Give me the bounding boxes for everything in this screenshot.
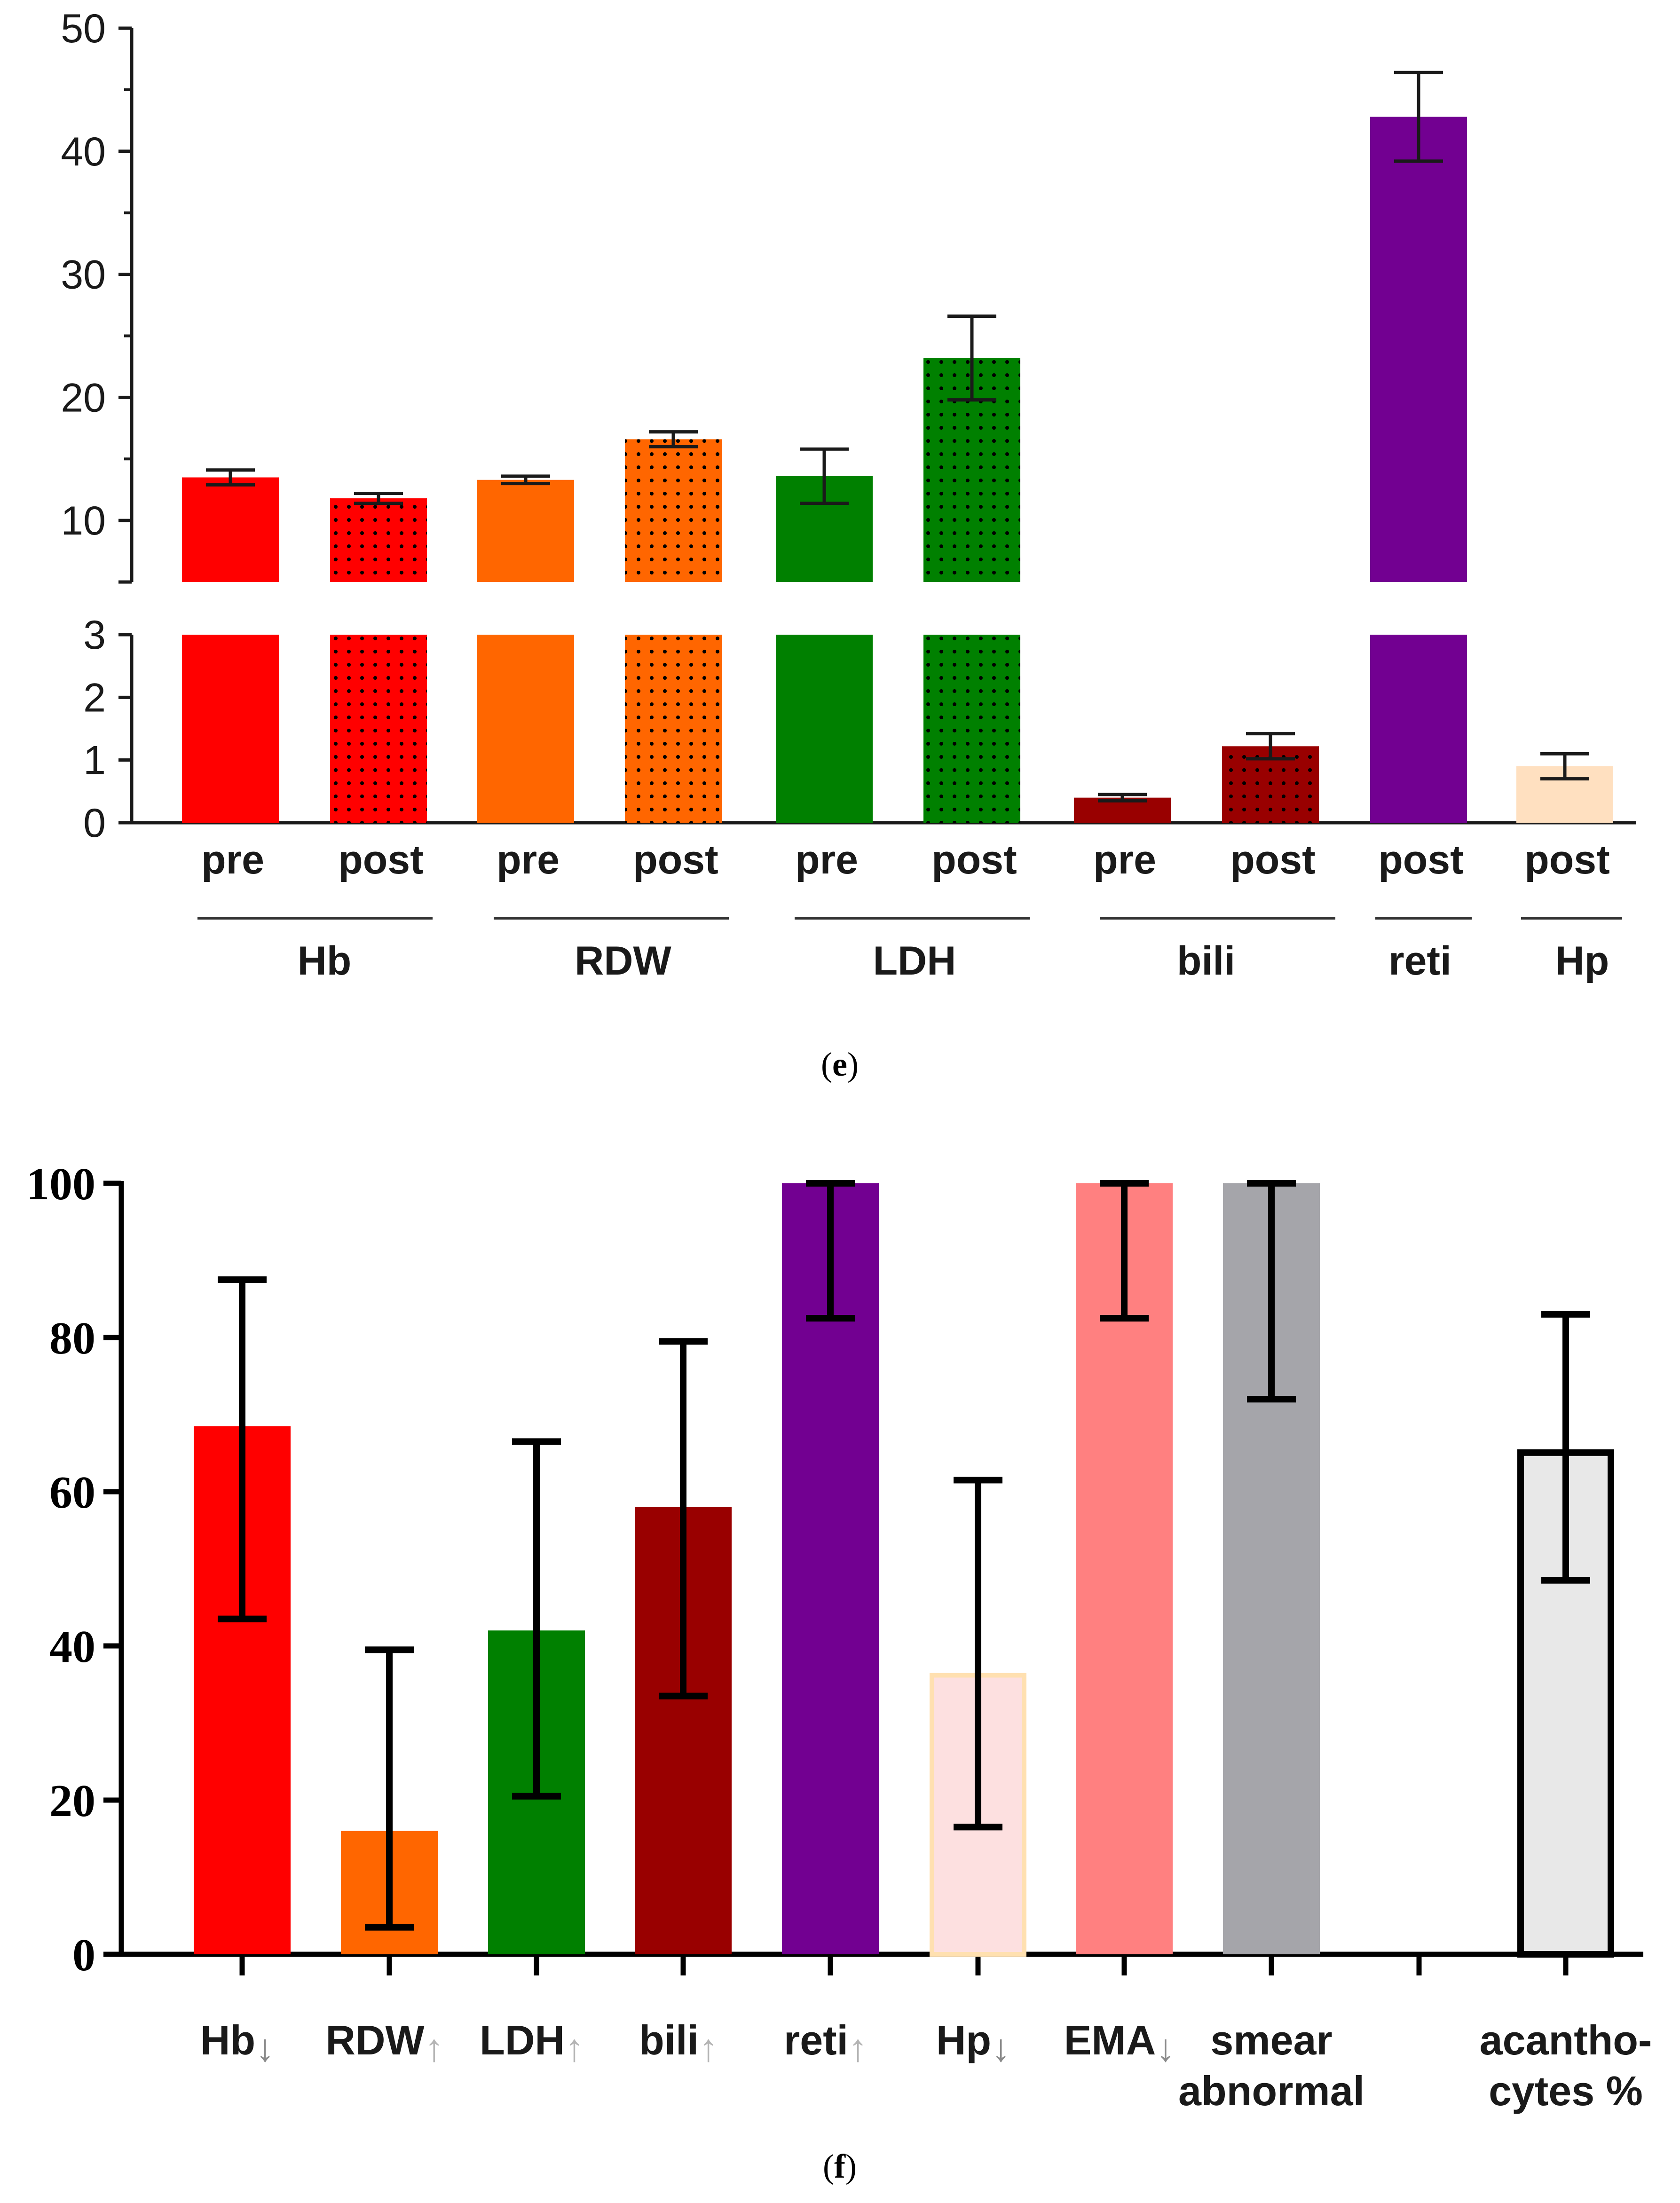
f-bar-ldh: LDH↑ xyxy=(480,1438,585,2069)
f-bar-label-text: Hp xyxy=(936,2017,991,2063)
f-bar-label: Hb↓ xyxy=(200,2017,275,2069)
f-bar-hb: Hb↓ xyxy=(194,1276,291,2069)
f-y-tick-label: 60 xyxy=(49,1467,95,1518)
f-y-tick-label: 80 xyxy=(49,1313,95,1364)
e-bar-label: pre xyxy=(201,837,264,882)
e-bar-rdw-post: post xyxy=(625,430,722,882)
e-group-label: RDW xyxy=(575,938,671,983)
e-group-label: LDH xyxy=(873,938,956,983)
arrow-up-icon: ↑ xyxy=(425,2027,444,2069)
f-bar-ema: EMA↓ xyxy=(1064,1180,1175,2069)
arrow-down-icon: ↓ xyxy=(1156,2027,1175,2069)
panel-label-letter: f xyxy=(834,2148,846,2185)
f-y-tick-label: 20 xyxy=(49,1776,95,1826)
e-bar-dots xyxy=(625,635,722,823)
e-bar-ldh-post: post xyxy=(923,315,1020,882)
f-bar-label: reti↑ xyxy=(784,2017,868,2069)
e-y-tick-label: 30 xyxy=(61,252,106,298)
e-bar-dots xyxy=(330,635,427,823)
f-bar-bili: bili↑ xyxy=(635,1338,732,2069)
f-bar-label: acantho- xyxy=(1480,2017,1652,2063)
e-group-label: Hp xyxy=(1555,938,1609,983)
f-bar-label-text: bili xyxy=(639,2017,699,2063)
panel-label-f: (f) xyxy=(823,2148,857,2185)
panel-label-letter: e xyxy=(832,1046,847,1083)
e-group-label: Hb xyxy=(298,938,352,983)
e-y-tick-label: 40 xyxy=(61,129,106,174)
f-bar-label-text: reti xyxy=(784,2017,848,2063)
e-bar-label: post xyxy=(338,837,424,882)
e-bar-segment xyxy=(1370,635,1467,823)
e-bar-rdw-pre: pre xyxy=(477,474,574,882)
e-y-tick-label: 0 xyxy=(83,801,106,846)
f-bar-reti: reti↑ xyxy=(782,1180,879,2069)
e-bar-label: pre xyxy=(1093,837,1156,882)
e-bar-label: post xyxy=(633,837,718,882)
e-group-label: bili xyxy=(1177,938,1235,983)
f-bar-hp: Hp↓ xyxy=(930,1477,1026,2069)
e-bar-dots xyxy=(625,439,722,582)
f-bar-label: LDH↑ xyxy=(480,2017,584,2069)
e-bar-bili-pre: pre xyxy=(1074,793,1171,882)
e-y-tick-label: 3 xyxy=(83,613,106,658)
e-bar-hp-post: post xyxy=(1516,752,1613,882)
e-y-tick-label: 1 xyxy=(83,738,106,783)
f-bar-label-text: RDW xyxy=(325,2017,424,2063)
e-y-tick-label: 2 xyxy=(83,675,106,720)
e-y-tick-label: 50 xyxy=(61,6,106,51)
panel-label-paren: ) xyxy=(845,2148,857,2185)
e-bar-label: post xyxy=(1230,837,1316,882)
chart-e: 10 20 30 40 50 0 1 2 3 pre post pre post pre post pre po… xyxy=(61,6,1636,983)
panel-label-paren: ( xyxy=(823,2148,834,2185)
e-bar-segment xyxy=(182,635,279,823)
f-bar-label: RDW↑ xyxy=(325,2017,443,2069)
e-bar-segment xyxy=(182,477,279,582)
e-bar-hb-pre: pre xyxy=(182,468,279,882)
arrow-up-icon: ↑ xyxy=(848,2027,868,2069)
e-bar-label: post xyxy=(1524,837,1610,882)
f-bar-label: bili↑ xyxy=(639,2017,718,2069)
e-bar-segment xyxy=(776,635,873,823)
f-bar-acantho: acantho-cytes % xyxy=(1480,1311,1652,2114)
f-bar-label: Hp↓ xyxy=(936,2017,1010,2069)
f-y-tick-label: 100 xyxy=(26,1159,95,1210)
f-y-tick-label: 40 xyxy=(49,1621,95,1672)
arrow-down-icon: ↓ xyxy=(991,2027,1010,2069)
f-bar-label-line2: abnormal xyxy=(1178,2068,1365,2114)
e-y-tick-label: 10 xyxy=(61,498,106,543)
f-bar-label-text: EMA xyxy=(1064,2017,1156,2063)
f-bar-label: EMA↓ xyxy=(1064,2017,1175,2069)
e-bar-bili-post: post xyxy=(1222,732,1319,882)
f-bar-label-text: Hb xyxy=(200,2017,255,2063)
arrow-up-icon: ↑ xyxy=(565,2027,584,2069)
e-bar-label: post xyxy=(931,837,1017,882)
arrow-up-icon: ↑ xyxy=(699,2027,718,2069)
f-y-tick-label: 0 xyxy=(72,1930,95,1981)
panel-label-e: (e) xyxy=(821,1046,859,1083)
e-bar-label: pre xyxy=(497,837,560,882)
f-bar-label-line2: cytes % xyxy=(1489,2068,1643,2114)
e-bar-label: pre xyxy=(795,837,858,882)
e-bar-hb-post: post xyxy=(330,492,427,882)
e-y-tick-label: 20 xyxy=(61,375,106,420)
panel-label-paren: ( xyxy=(821,1046,832,1083)
e-bar-segment xyxy=(477,635,574,823)
e-bar-segment xyxy=(477,480,574,582)
e-bar-ldh-pre: pre xyxy=(776,447,873,882)
e-bar-dots xyxy=(923,635,1020,823)
f-bar-rdw: RDW↑ xyxy=(325,1646,444,2069)
e-bar-label: post xyxy=(1378,837,1464,882)
e-group-label: reti xyxy=(1388,938,1451,983)
e-bar-reti-post: post xyxy=(1370,71,1467,882)
f-bar-smear: smear abnormal xyxy=(1178,1180,1365,2114)
panel-label-paren: ) xyxy=(847,1046,859,1083)
e-bar-segment xyxy=(1370,117,1467,582)
f-bar-label: smear xyxy=(1210,2017,1332,2063)
arrow-down-icon: ↓ xyxy=(255,2027,275,2069)
f-bar-label-text: LDH xyxy=(480,2017,565,2063)
e-bar-dots xyxy=(330,498,427,582)
